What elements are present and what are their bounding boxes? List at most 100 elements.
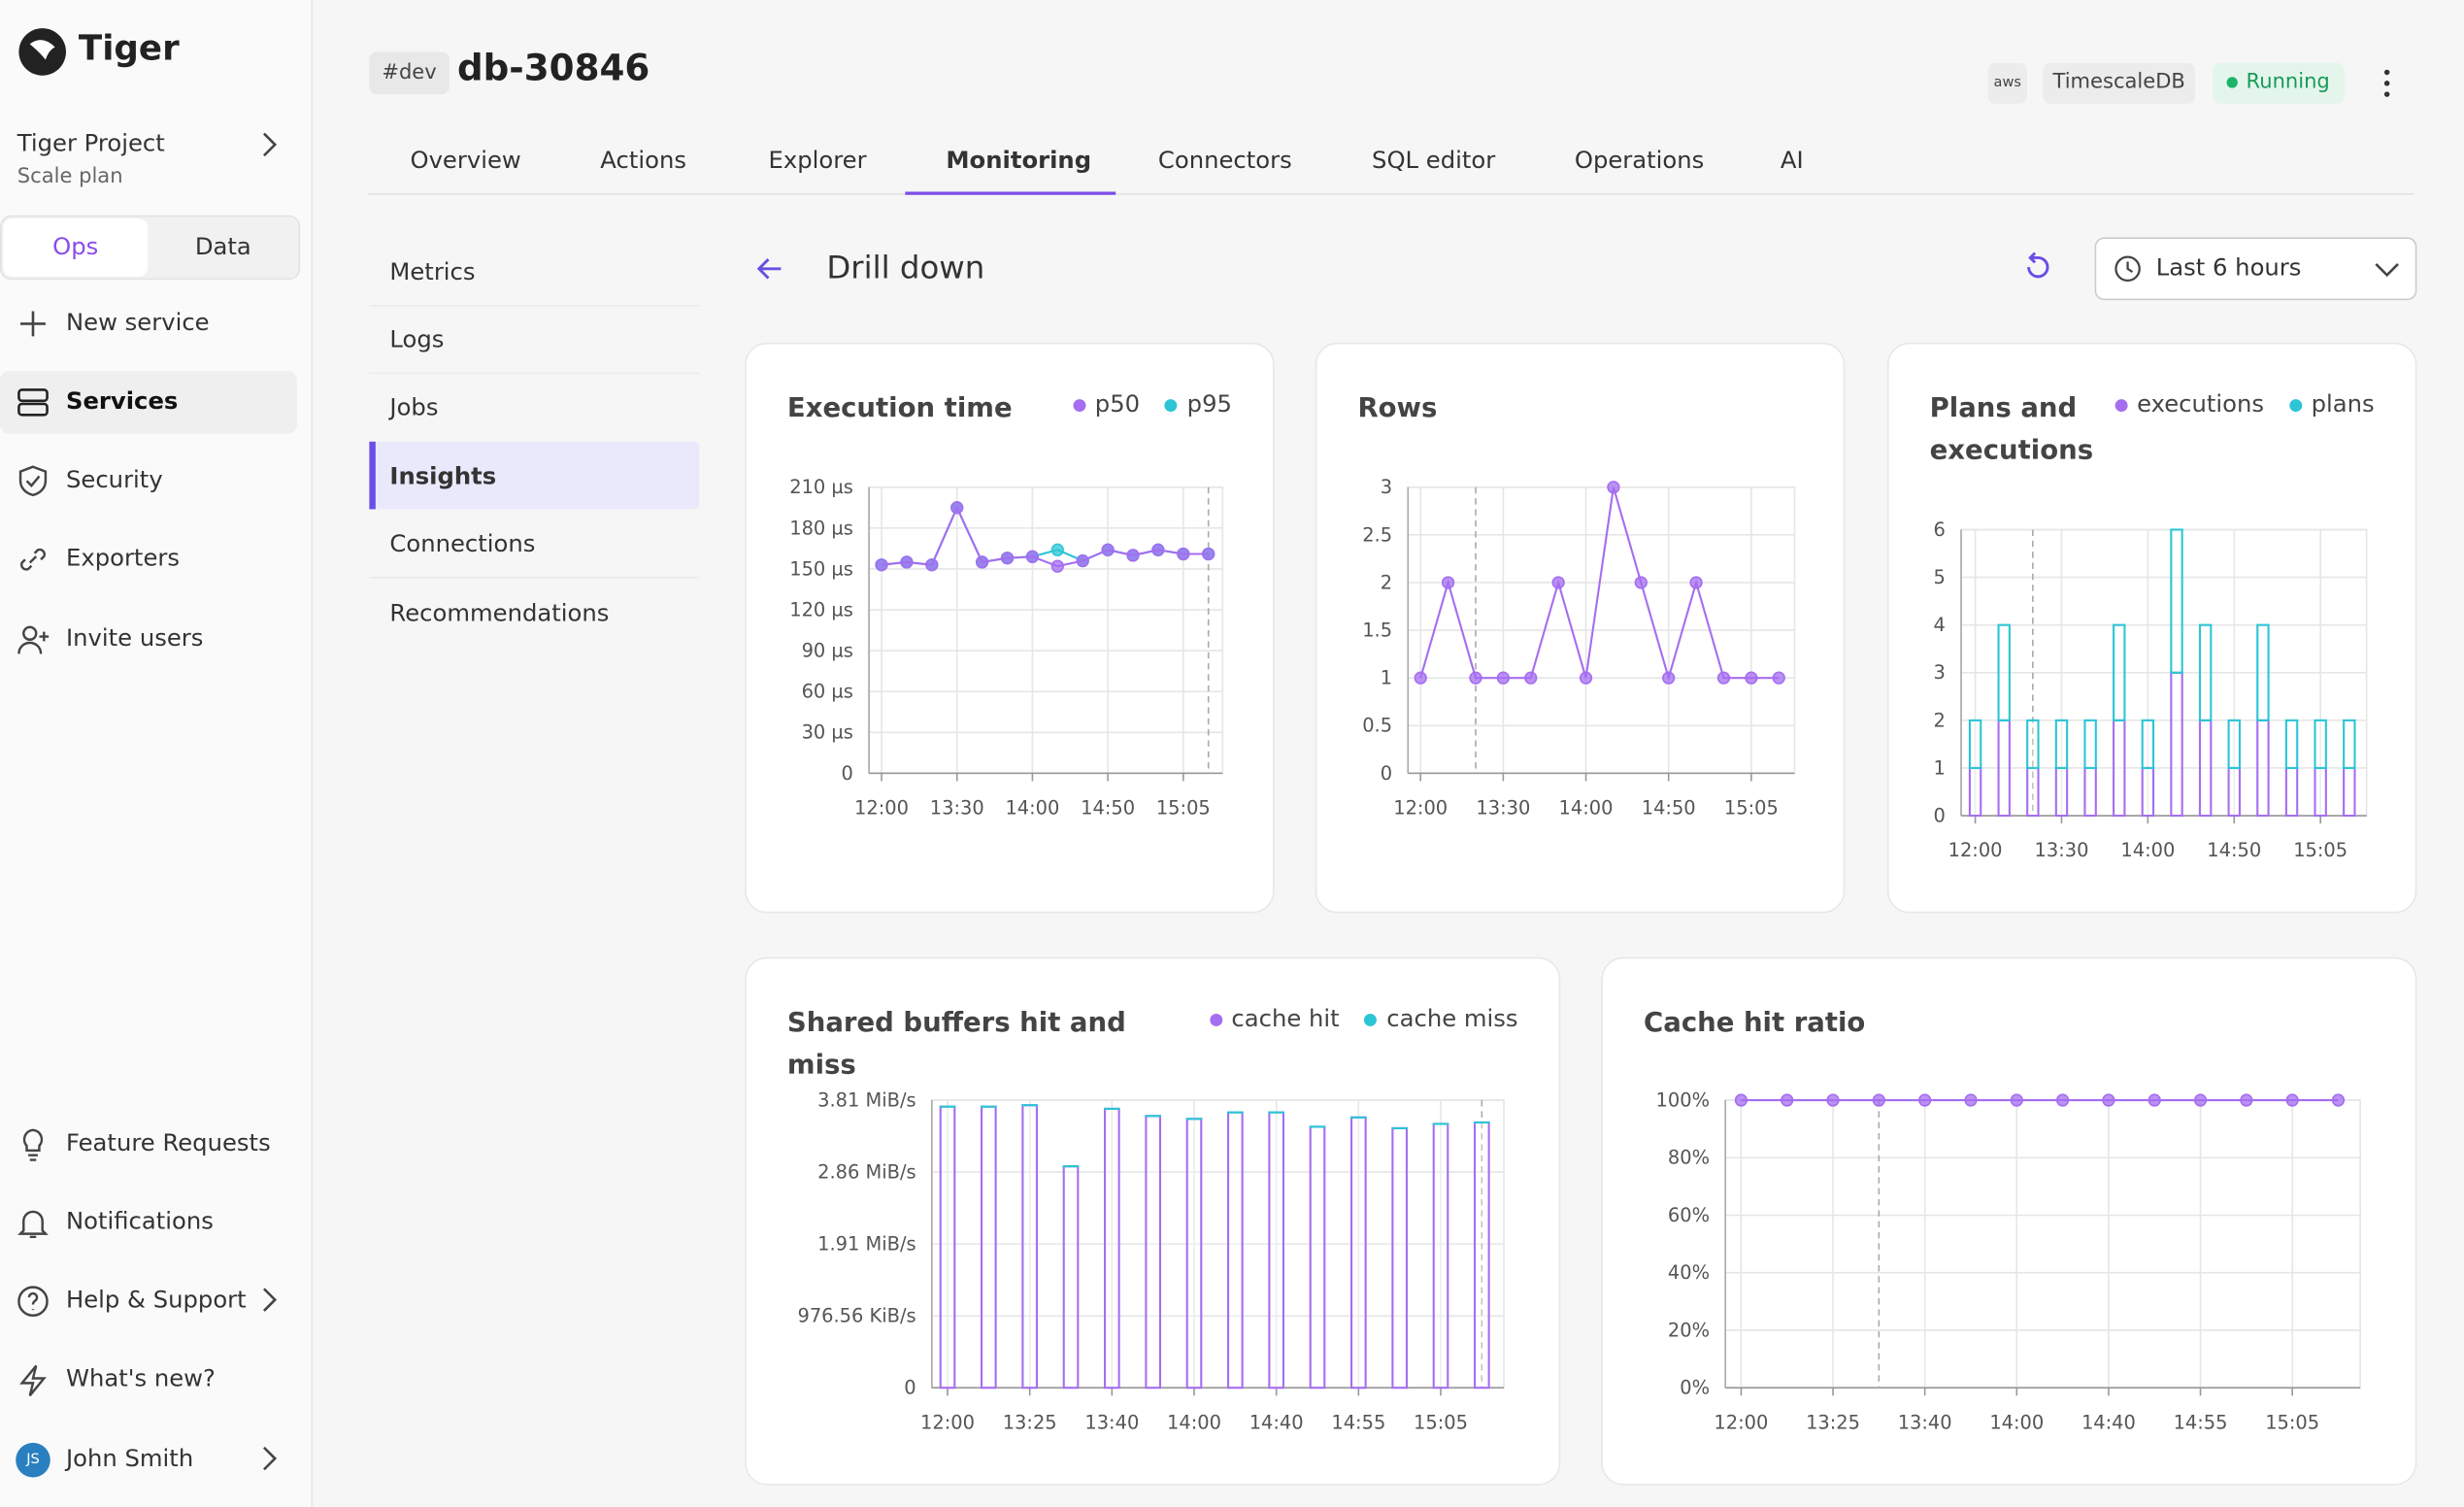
logo xyxy=(16,25,69,79)
nav-item[interactable]: Notifications xyxy=(0,1191,297,1255)
back-button[interactable] xyxy=(754,254,785,283)
chevron xyxy=(257,1286,280,1314)
submenu-item[interactable]: Metrics xyxy=(389,257,475,285)
x-tick-label: 15:05 xyxy=(1414,1411,1468,1433)
bar xyxy=(1269,1113,1283,1389)
bar xyxy=(2200,625,2211,720)
tab[interactable]: AI xyxy=(1781,147,1804,175)
tab[interactable]: Explorer xyxy=(768,147,866,175)
chart-card: Shared buffers hit and misscache hitcach… xyxy=(745,957,1560,1486)
nav-item[interactable]: Feature Requests xyxy=(0,1113,297,1176)
nav-item[interactable]: Security xyxy=(0,450,297,513)
data-point xyxy=(1736,1094,1748,1106)
bar xyxy=(2315,720,2326,768)
nav-item[interactable]: Invite users xyxy=(0,608,297,671)
submenu-item[interactable]: Jobs xyxy=(389,393,438,421)
project-name[interactable]: Tiger Project xyxy=(17,129,165,157)
x-tick-label: 12:00 xyxy=(854,796,909,819)
data-point xyxy=(1203,549,1215,560)
data-point xyxy=(977,556,988,568)
y-tick-label: 4 xyxy=(1933,614,1945,636)
x-tick-label: 15:05 xyxy=(2265,1411,2319,1433)
bar xyxy=(941,1107,955,1389)
submenu-item-active[interactable]: Insights xyxy=(389,462,496,490)
submenu-item[interactable]: Recommendations xyxy=(389,599,609,627)
env-tag: #dev xyxy=(369,51,449,94)
y-tick-label: 0 xyxy=(842,762,853,785)
data-point xyxy=(1874,1094,1885,1106)
tab-active[interactable]: Monitoring xyxy=(946,147,1091,175)
bar xyxy=(2056,720,2067,768)
nav-item[interactable]: New service xyxy=(0,292,297,355)
nav-item[interactable]: Services xyxy=(0,371,297,434)
bar xyxy=(2114,625,2124,720)
icon xyxy=(16,1284,50,1319)
x-tick-label: 12:00 xyxy=(1393,796,1448,819)
bar xyxy=(1064,1166,1079,1388)
x-tick-label: 13:30 xyxy=(1476,796,1530,819)
data-point xyxy=(1919,1094,1931,1106)
data-point xyxy=(2195,1094,2207,1106)
x-tick-label: 12:00 xyxy=(1714,1411,1768,1433)
tab[interactable]: Overview xyxy=(410,147,520,175)
bar xyxy=(1105,1109,1119,1388)
chevron-down xyxy=(2373,257,2401,280)
bar xyxy=(2344,768,2354,816)
bar xyxy=(1999,720,2010,816)
x-tick-label: 14:55 xyxy=(1331,1411,1385,1433)
data-point xyxy=(2011,1094,2022,1106)
submenu-item[interactable]: Connections xyxy=(389,529,535,557)
x-tick-label: 14:50 xyxy=(2207,839,2261,861)
x-tick-label: 14:40 xyxy=(2081,1411,2136,1433)
y-tick-label: 60 µs xyxy=(802,681,853,703)
bar xyxy=(2200,720,2211,816)
data-point xyxy=(1027,551,1039,562)
refresh-button[interactable] xyxy=(2021,250,2056,285)
data-point xyxy=(2286,1094,2298,1106)
toggle-ops[interactable]: Ops xyxy=(3,218,148,277)
bar xyxy=(2344,720,2354,768)
time-range-select[interactable]: Last 6 hours xyxy=(2095,237,2417,300)
y-tick-label: 0 xyxy=(1933,805,1945,827)
x-tick-label: 15:05 xyxy=(2293,839,2347,861)
data-point xyxy=(1965,1094,1977,1106)
tab[interactable]: Actions xyxy=(600,147,686,175)
nav-item[interactable]: What's new? xyxy=(0,1349,297,1412)
data-point xyxy=(1002,553,1014,564)
data-point xyxy=(901,556,913,568)
data-point xyxy=(1127,550,1139,561)
plot-frame xyxy=(869,487,1222,774)
x-tick-label: 13:25 xyxy=(1806,1411,1860,1433)
y-tick-label: 0.5 xyxy=(1362,715,1392,737)
tab[interactable]: Operations xyxy=(1575,147,1704,175)
user-name[interactable]: John Smith xyxy=(66,1444,193,1472)
data-point xyxy=(926,559,938,571)
tab[interactable]: Connectors xyxy=(1158,147,1292,175)
data-point xyxy=(1827,1094,1839,1106)
bar xyxy=(1970,768,1981,816)
mode-toggle: Ops Data xyxy=(0,216,300,280)
separator xyxy=(369,577,699,579)
y-tick-label: 100% xyxy=(1656,1088,1710,1111)
x-tick-label: 13:30 xyxy=(2035,839,2089,861)
nav-label: What's new? xyxy=(66,1364,216,1392)
nav-item[interactable]: Help & Support xyxy=(0,1270,297,1333)
x-tick-label: 14:50 xyxy=(1081,796,1135,819)
data-point xyxy=(1498,672,1510,684)
icon xyxy=(16,385,50,420)
chevron xyxy=(257,1444,280,1472)
service-name: db-30846 xyxy=(457,49,649,89)
avatar: JS xyxy=(16,1443,50,1478)
y-tick-label: 976.56 KiB/s xyxy=(797,1305,916,1327)
kebab-menu[interactable] xyxy=(2376,68,2398,99)
nav-item[interactable]: Exporters xyxy=(0,528,297,591)
bar xyxy=(2315,768,2326,816)
bar xyxy=(2286,720,2297,768)
bar xyxy=(2143,720,2153,768)
bar xyxy=(2229,720,2240,768)
submenu-item[interactable]: Logs xyxy=(389,325,444,353)
data-point xyxy=(2148,1094,2160,1106)
tab[interactable]: SQL editor xyxy=(1372,147,1495,175)
toggle-data[interactable]: Data xyxy=(150,218,295,277)
plot-frame xyxy=(1725,1100,2360,1388)
